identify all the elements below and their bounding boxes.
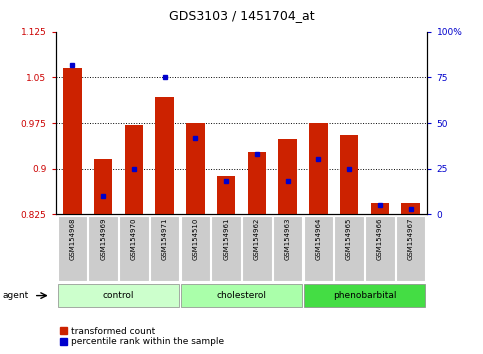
FancyBboxPatch shape bbox=[304, 285, 426, 307]
Text: GSM154961: GSM154961 bbox=[223, 218, 229, 261]
FancyBboxPatch shape bbox=[181, 216, 210, 281]
FancyBboxPatch shape bbox=[88, 216, 118, 281]
Bar bbox=[125, 125, 143, 214]
Bar bbox=[217, 176, 235, 214]
Text: GSM154963: GSM154963 bbox=[284, 218, 291, 261]
FancyBboxPatch shape bbox=[365, 216, 395, 281]
Text: GSM154510: GSM154510 bbox=[192, 218, 199, 260]
FancyBboxPatch shape bbox=[334, 216, 364, 281]
Text: GSM154967: GSM154967 bbox=[408, 218, 413, 261]
Bar bbox=[401, 203, 420, 214]
Text: GSM154964: GSM154964 bbox=[315, 218, 321, 260]
Bar bbox=[370, 203, 389, 214]
Bar bbox=[248, 152, 266, 214]
FancyBboxPatch shape bbox=[150, 216, 179, 281]
Text: GSM154962: GSM154962 bbox=[254, 218, 260, 260]
FancyBboxPatch shape bbox=[57, 285, 179, 307]
FancyBboxPatch shape bbox=[396, 216, 426, 281]
Text: GDS3103 / 1451704_at: GDS3103 / 1451704_at bbox=[169, 9, 314, 22]
Text: GSM154970: GSM154970 bbox=[131, 218, 137, 261]
Text: GSM154966: GSM154966 bbox=[377, 218, 383, 261]
Bar bbox=[186, 123, 205, 214]
Text: GSM154968: GSM154968 bbox=[70, 218, 75, 261]
Bar bbox=[340, 135, 358, 214]
FancyBboxPatch shape bbox=[119, 216, 149, 281]
Text: control: control bbox=[103, 291, 134, 299]
FancyBboxPatch shape bbox=[181, 285, 302, 307]
FancyBboxPatch shape bbox=[273, 216, 302, 281]
Text: GSM154969: GSM154969 bbox=[100, 218, 106, 261]
Text: cholesterol: cholesterol bbox=[216, 291, 267, 299]
FancyBboxPatch shape bbox=[304, 216, 333, 281]
Legend: transformed count, percentile rank within the sample: transformed count, percentile rank withi… bbox=[60, 327, 224, 347]
Bar bbox=[278, 139, 297, 214]
Text: phenobarbital: phenobarbital bbox=[333, 291, 396, 299]
Bar bbox=[63, 68, 82, 214]
Bar bbox=[309, 123, 327, 214]
Bar bbox=[94, 159, 113, 214]
FancyBboxPatch shape bbox=[212, 216, 241, 281]
FancyBboxPatch shape bbox=[242, 216, 271, 281]
Text: agent: agent bbox=[2, 291, 28, 300]
FancyBboxPatch shape bbox=[57, 216, 87, 281]
Text: GSM154965: GSM154965 bbox=[346, 218, 352, 260]
Bar bbox=[156, 97, 174, 214]
Text: GSM154971: GSM154971 bbox=[162, 218, 168, 261]
